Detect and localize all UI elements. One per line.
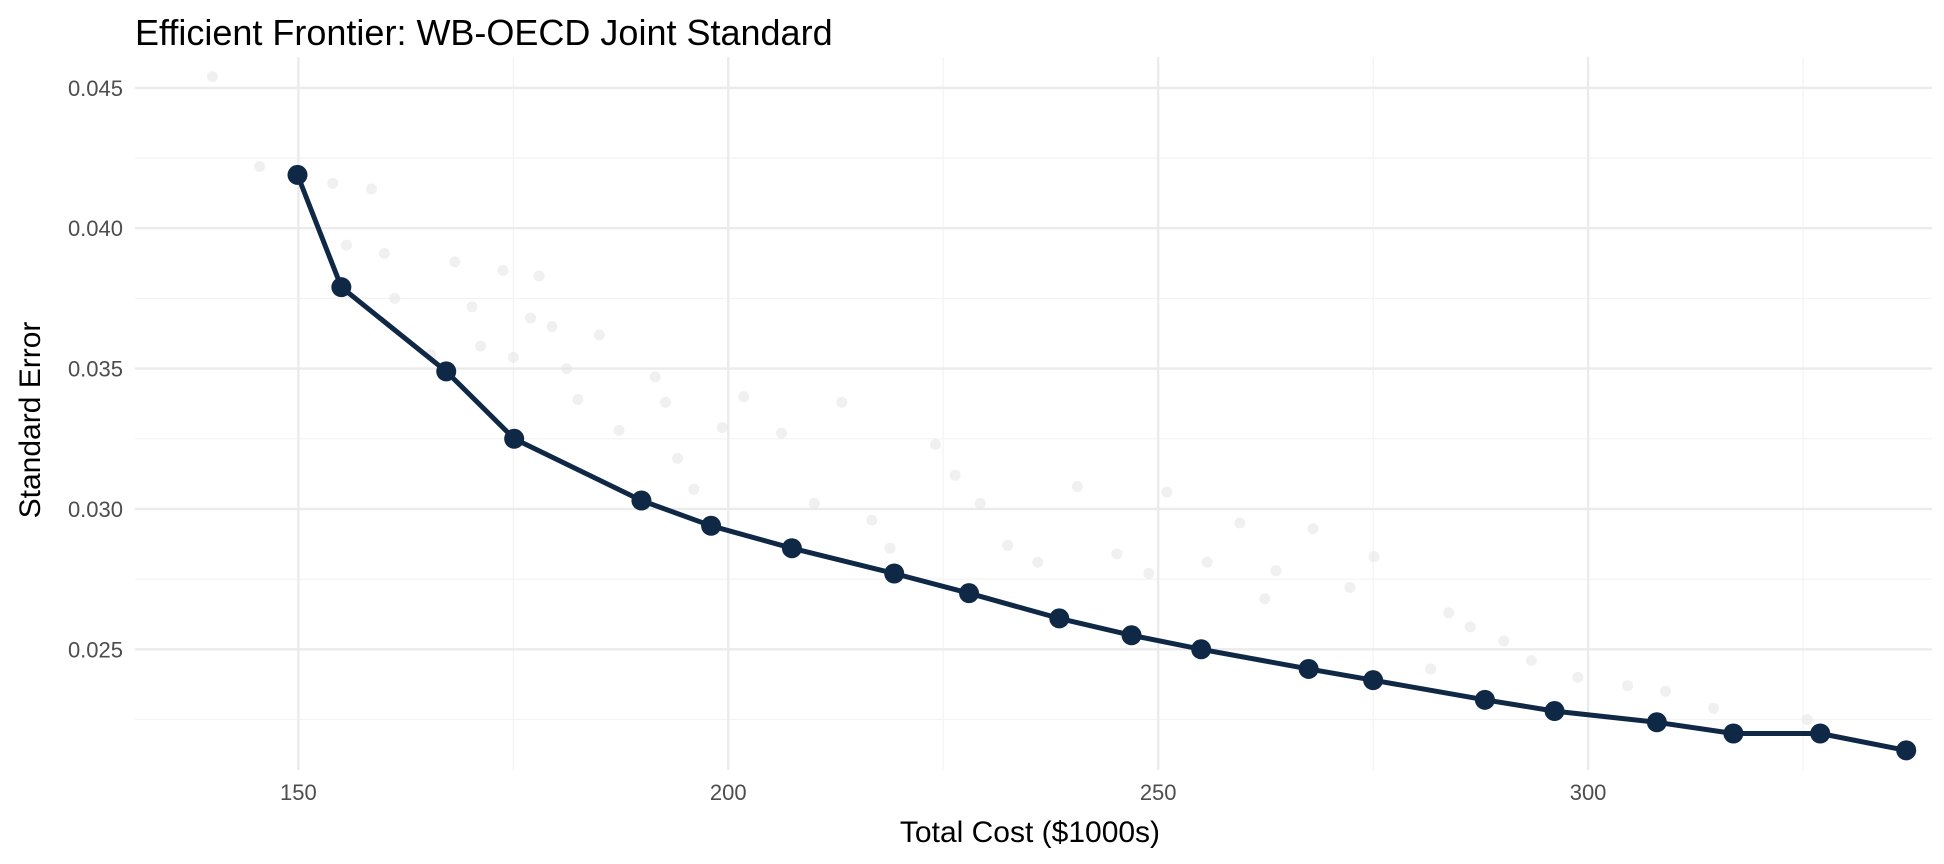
candidate-point	[1071, 480, 1083, 492]
frontier-point	[884, 563, 905, 584]
candidate-point	[1002, 539, 1014, 551]
candidate-point	[1111, 548, 1123, 560]
candidate-point	[533, 270, 545, 282]
frontier-point	[504, 428, 525, 449]
candidate-point	[1708, 702, 1720, 714]
frontier-point	[1646, 712, 1667, 733]
candidate-point	[497, 264, 509, 276]
frontier-point	[631, 490, 652, 511]
y-axis-title: Standard Error	[14, 322, 47, 519]
frontier-point	[331, 277, 352, 298]
candidate-point	[206, 71, 218, 83]
candidate-point	[449, 256, 461, 268]
x-tick-label: 250	[1140, 780, 1177, 805]
candidate-point	[546, 320, 558, 332]
candidate-point	[507, 351, 519, 363]
candidate-point	[649, 371, 661, 383]
candidate-point	[672, 452, 684, 464]
candidate-point	[1801, 713, 1813, 725]
candidate-point	[389, 292, 401, 304]
candidate-point	[836, 396, 848, 408]
candidate-point	[1201, 556, 1213, 568]
candidate-point	[572, 393, 584, 405]
candidate-point	[613, 424, 625, 436]
candidate-point	[688, 483, 700, 495]
frontier-point	[959, 583, 980, 604]
candidate-point	[1498, 635, 1510, 647]
candidate-point	[341, 239, 353, 251]
candidate-point	[660, 396, 672, 408]
frontier-point	[1474, 689, 1495, 710]
candidate-point	[327, 177, 339, 189]
candidate-point	[1368, 551, 1380, 563]
candidate-points	[206, 71, 1813, 725]
candidate-point	[1443, 607, 1455, 619]
gridlines	[135, 57, 1932, 770]
y-tick-label: 0.035	[68, 357, 123, 382]
candidate-point	[1659, 685, 1671, 697]
candidate-point	[949, 469, 961, 481]
y-tick-label: 0.030	[68, 497, 123, 522]
candidate-point	[1161, 486, 1173, 498]
candidate-point	[884, 542, 896, 554]
candidate-point	[1032, 556, 1044, 568]
y-tick-label: 0.040	[68, 216, 123, 241]
candidate-point	[1143, 568, 1155, 580]
frontier-point	[287, 164, 308, 185]
x-axis-title: Total Cost ($1000s)	[900, 816, 1160, 849]
x-axis-tick-labels: 150 200 250 300	[280, 780, 1606, 805]
x-tick-label: 150	[280, 780, 317, 805]
candidate-point	[561, 363, 573, 375]
frontier-point	[1810, 723, 1831, 744]
candidate-point	[776, 427, 788, 439]
frontier-point	[1723, 723, 1744, 744]
y-tick-label: 0.025	[68, 637, 123, 662]
candidate-point	[378, 247, 390, 259]
candidate-point	[593, 329, 605, 341]
frontier-point	[1544, 701, 1565, 722]
frontier-point	[1121, 625, 1142, 646]
candidate-point	[254, 160, 266, 172]
frontier-point	[701, 515, 722, 536]
candidate-point	[525, 312, 537, 324]
candidate-point	[1622, 680, 1634, 692]
candidate-point	[974, 497, 986, 509]
frontier-points	[287, 164, 1917, 761]
candidate-point	[1464, 621, 1476, 633]
candidate-point	[929, 438, 941, 450]
frontier-point	[1191, 639, 1212, 660]
candidate-point	[475, 340, 487, 352]
x-tick-label: 200	[710, 780, 747, 805]
candidate-point	[1234, 517, 1246, 529]
y-tick-label: 0.045	[68, 76, 123, 101]
y-axis-tick-labels: 0.025 0.030 0.035 0.040 0.045	[68, 76, 123, 662]
candidate-point	[1525, 655, 1537, 667]
candidate-point	[866, 514, 878, 526]
candidate-point	[1344, 582, 1356, 594]
candidate-point	[1425, 663, 1437, 675]
frontier-point	[1896, 740, 1917, 761]
candidate-point	[716, 422, 728, 434]
frontier-point	[1049, 608, 1070, 629]
x-tick-label: 300	[1570, 780, 1607, 805]
frontier-line	[295, 173, 1907, 753]
candidate-point	[1307, 523, 1319, 535]
candidate-point	[1572, 671, 1584, 683]
candidate-point	[808, 497, 820, 509]
chart-title: Efficient Frontier: WB-OECD Joint Standa…	[135, 12, 833, 53]
frontier-point	[1298, 658, 1319, 679]
frontier-point	[1363, 670, 1384, 691]
candidate-point	[738, 391, 750, 403]
frontier-point	[436, 361, 457, 382]
candidate-point	[466, 301, 478, 313]
frontier-point	[781, 538, 802, 559]
candidate-point	[1259, 593, 1271, 605]
candidate-point	[1270, 565, 1282, 577]
candidate-point	[365, 183, 377, 195]
